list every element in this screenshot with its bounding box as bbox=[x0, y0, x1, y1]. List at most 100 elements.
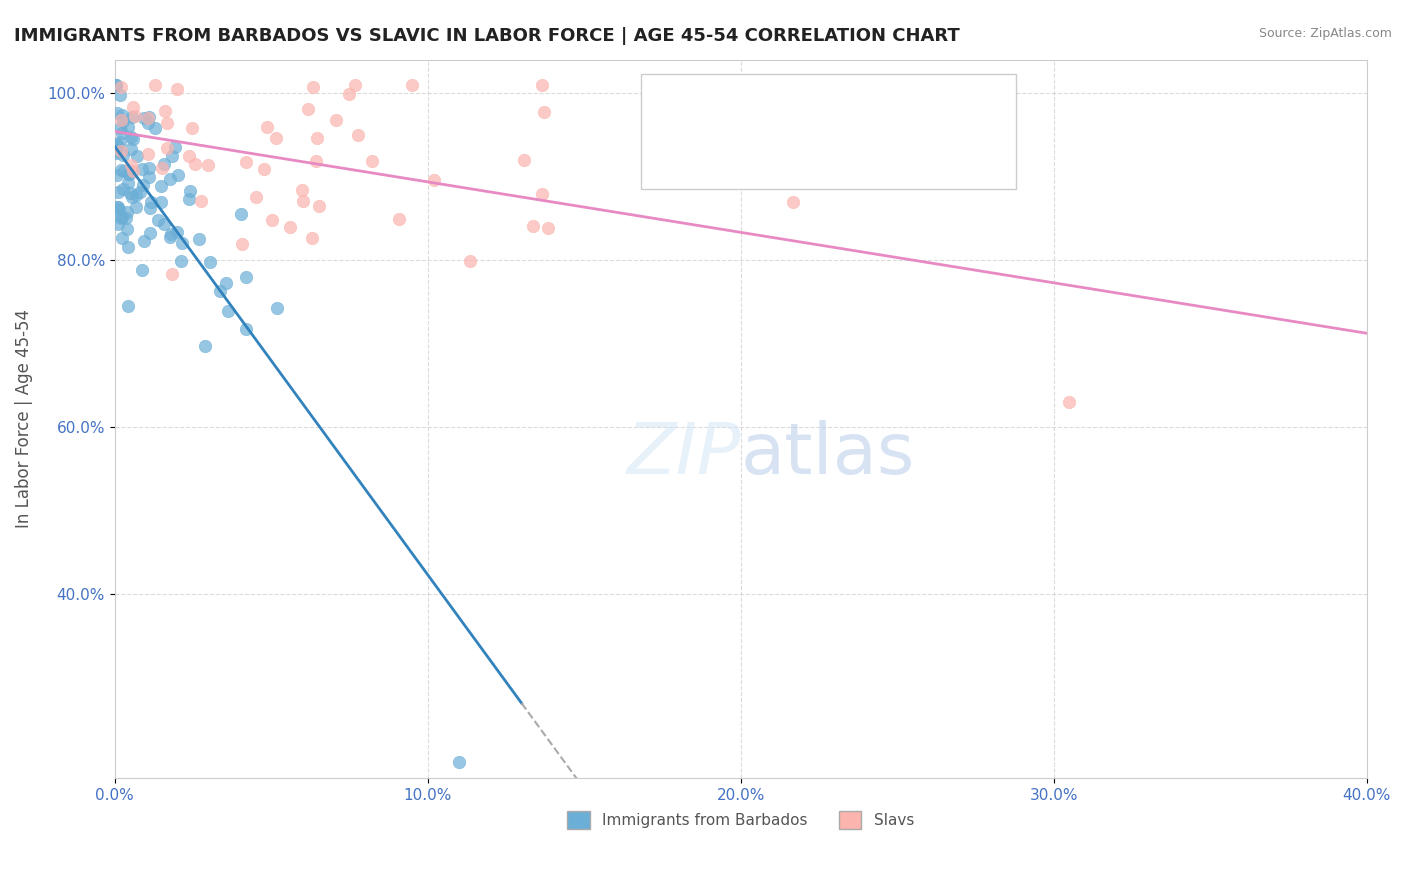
Point bbox=[145, 78, 167, 92]
Point bbox=[129, 185, 152, 199]
Point bbox=[134, 235, 156, 249]
Point bbox=[149, 179, 172, 194]
Point bbox=[162, 267, 184, 281]
Point bbox=[245, 189, 267, 203]
Point bbox=[266, 301, 288, 315]
Point bbox=[302, 79, 325, 94]
Point bbox=[127, 149, 149, 163]
Point bbox=[117, 299, 139, 313]
Point bbox=[782, 194, 804, 209]
Point bbox=[138, 110, 160, 124]
Point bbox=[150, 161, 173, 176]
Point bbox=[105, 168, 128, 182]
Point bbox=[131, 262, 153, 277]
Point bbox=[346, 128, 368, 142]
Point bbox=[149, 195, 172, 210]
Point bbox=[110, 87, 132, 102]
Point bbox=[208, 285, 231, 299]
Text: atlas: atlas bbox=[741, 420, 915, 490]
FancyBboxPatch shape bbox=[641, 74, 1017, 189]
Point bbox=[111, 108, 134, 122]
Point bbox=[235, 155, 257, 169]
Point bbox=[115, 211, 138, 225]
Point bbox=[156, 116, 179, 130]
Point bbox=[337, 87, 360, 101]
Point bbox=[177, 148, 200, 162]
Point bbox=[307, 131, 329, 145]
Point bbox=[132, 111, 155, 125]
Point bbox=[166, 82, 188, 96]
Point bbox=[136, 115, 159, 129]
Point bbox=[139, 226, 162, 240]
Point bbox=[105, 200, 128, 214]
Point bbox=[159, 229, 181, 244]
Point bbox=[152, 217, 174, 231]
Point bbox=[105, 145, 128, 160]
Point bbox=[533, 104, 555, 119]
Point bbox=[537, 221, 560, 235]
Point bbox=[136, 111, 159, 125]
Point bbox=[107, 200, 129, 214]
Point bbox=[120, 129, 142, 144]
Point bbox=[165, 140, 187, 154]
Point bbox=[184, 157, 207, 171]
Point bbox=[423, 173, 446, 187]
Point bbox=[125, 200, 148, 214]
Point bbox=[170, 235, 193, 250]
Point bbox=[120, 158, 142, 172]
Point bbox=[121, 190, 143, 204]
Point bbox=[264, 131, 287, 145]
Point bbox=[297, 102, 319, 116]
Point bbox=[105, 78, 128, 92]
Point bbox=[131, 162, 153, 177]
Point bbox=[181, 120, 204, 135]
Point bbox=[231, 207, 253, 221]
Point bbox=[291, 194, 314, 208]
Point bbox=[110, 112, 132, 127]
Point bbox=[308, 199, 330, 213]
Point bbox=[156, 141, 179, 155]
Point bbox=[122, 131, 145, 145]
Point bbox=[107, 217, 129, 231]
Point bbox=[513, 153, 536, 168]
Point bbox=[120, 142, 142, 156]
Point bbox=[215, 276, 238, 290]
Point bbox=[111, 210, 134, 224]
Point bbox=[117, 167, 139, 181]
Point bbox=[190, 194, 212, 208]
Point bbox=[110, 120, 132, 135]
Point bbox=[110, 80, 132, 95]
Point bbox=[188, 232, 211, 246]
Point bbox=[110, 211, 132, 225]
Point bbox=[111, 148, 134, 162]
Point bbox=[159, 172, 181, 186]
Point bbox=[231, 237, 253, 252]
Point bbox=[108, 202, 131, 217]
Point bbox=[159, 227, 181, 241]
Point bbox=[162, 149, 184, 163]
Legend: Immigrants from Barbados, Slavs: Immigrants from Barbados, Slavs bbox=[561, 805, 920, 835]
Point bbox=[105, 137, 128, 152]
Point bbox=[107, 139, 129, 153]
Point bbox=[447, 755, 470, 769]
Point bbox=[138, 161, 160, 175]
Point bbox=[305, 154, 328, 169]
Point bbox=[301, 231, 323, 245]
Point bbox=[124, 109, 146, 123]
Point bbox=[141, 195, 163, 210]
Point bbox=[278, 219, 301, 234]
Point bbox=[522, 219, 544, 233]
Point bbox=[166, 226, 188, 240]
Point bbox=[105, 106, 128, 120]
Point bbox=[262, 213, 284, 227]
Point bbox=[115, 204, 138, 219]
Point bbox=[1059, 395, 1081, 409]
Point bbox=[361, 154, 384, 169]
Point bbox=[131, 178, 153, 192]
Point bbox=[111, 126, 134, 140]
Point bbox=[179, 184, 201, 198]
Point bbox=[145, 120, 167, 135]
Point bbox=[110, 144, 132, 158]
Point bbox=[115, 221, 138, 235]
Text: IMMIGRANTS FROM BARBADOS VS SLAVIC IN LABOR FORCE | AGE 45-54 CORRELATION CHART: IMMIGRANTS FROM BARBADOS VS SLAVIC IN LA… bbox=[14, 27, 960, 45]
